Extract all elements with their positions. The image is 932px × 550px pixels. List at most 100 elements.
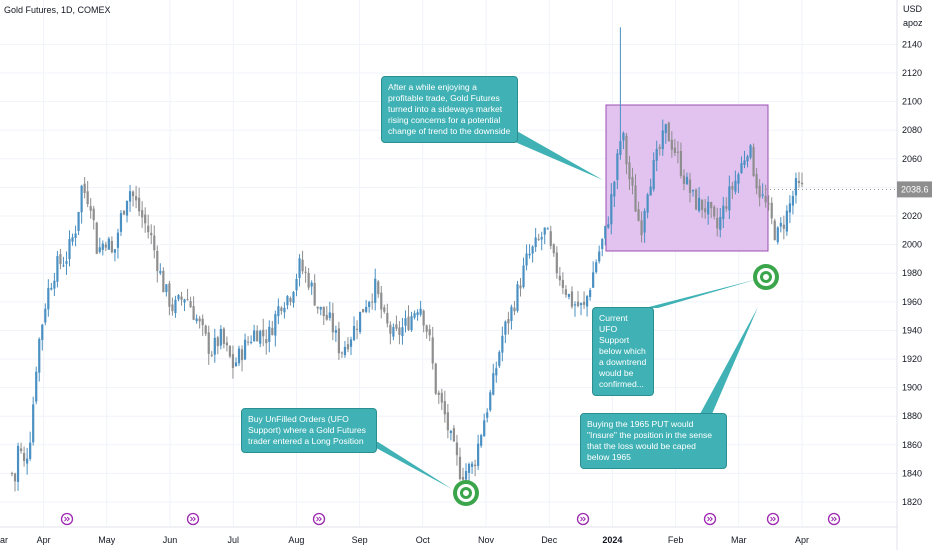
- callout-put: Buying the 1965 PUT would "Insure" the p…: [580, 413, 727, 469]
- candle-body: [322, 306, 325, 317]
- candle-body: [685, 176, 689, 185]
- y-tick-label: 2140: [902, 39, 922, 49]
- candle-body: [374, 278, 377, 303]
- candle-body: [198, 318, 201, 322]
- event-marker-glyph: [316, 516, 322, 522]
- y-tick-label: 1940: [902, 325, 922, 335]
- candle-body: [222, 328, 225, 344]
- candle-body: [731, 186, 734, 190]
- candle-body: [455, 442, 459, 456]
- candle-body: [752, 147, 755, 177]
- candle-body: [634, 185, 637, 212]
- candle-body: [192, 306, 195, 320]
- y-tick-label: 1980: [902, 268, 922, 278]
- candle-body: [138, 197, 141, 212]
- candle-body: [352, 326, 356, 341]
- candle-body: [216, 337, 219, 347]
- candle-body: [486, 412, 489, 418]
- x-tick-label: ar: [0, 535, 8, 545]
- candle-body: [625, 135, 628, 165]
- pointer-ufo-buy: [365, 442, 452, 489]
- y-tick-label: 2020: [902, 211, 922, 221]
- candle-body: [207, 332, 210, 354]
- candle-body: [619, 141, 622, 155]
- pointer-top-callout: [515, 130, 603, 180]
- candle-body: [776, 227, 779, 243]
- candle-body: [141, 210, 144, 218]
- candle-body: [770, 202, 773, 219]
- candle-body: [704, 208, 707, 213]
- candle-body: [104, 244, 107, 248]
- candle-body: [664, 124, 667, 134]
- candle-body: [710, 202, 713, 209]
- candle-body: [510, 306, 513, 321]
- x-tick-label: Dec: [541, 535, 558, 545]
- candle-body: [183, 299, 186, 303]
- candle-body: [195, 318, 198, 322]
- candle-body: [29, 442, 32, 459]
- pointer-current-ufo: [645, 279, 758, 308]
- candle-body: [516, 284, 519, 311]
- candle-body: [552, 244, 555, 254]
- candle-body: [661, 130, 664, 150]
- candle-body: [10, 473, 14, 475]
- x-tick-label: Jun: [163, 535, 178, 545]
- candle-body: [95, 222, 98, 254]
- candle-body: [431, 337, 434, 364]
- candle-body: [101, 243, 104, 250]
- candle-body: [764, 195, 767, 203]
- candle-body: [707, 201, 710, 215]
- candle-body: [340, 352, 344, 354]
- candle-body: [682, 175, 686, 184]
- candle-body: [219, 328, 222, 346]
- candle-body: [595, 262, 598, 273]
- candle-body: [607, 224, 610, 228]
- candle-body: [477, 443, 480, 466]
- candle-body: [691, 190, 695, 192]
- x-tick-label: Feb: [668, 535, 684, 545]
- candle-body: [697, 197, 701, 211]
- candle-body: [271, 327, 274, 335]
- candle-body: [186, 299, 189, 301]
- x-tick-label: May: [98, 535, 116, 545]
- candle-body: [19, 448, 23, 452]
- candle-body: [295, 278, 298, 291]
- candle-body: [564, 289, 568, 295]
- candle-body: [234, 362, 238, 366]
- candle-body: [237, 348, 241, 364]
- chart-title: Gold Futures, 1D, COMEX: [4, 5, 111, 15]
- candle-body: [522, 265, 525, 288]
- candle-body: [616, 153, 619, 181]
- candle-body: [265, 339, 268, 344]
- x-tick-label: Sep: [352, 535, 368, 545]
- event-marker-glyph: [770, 516, 776, 522]
- candle-body: [210, 354, 213, 356]
- event-marker-glyph: [831, 516, 837, 522]
- candle-body: [213, 337, 216, 355]
- y-axis[interactable]: 1820 1840 1860 1880 1900 1920 1940 1960 1980 2000…: [902, 39, 922, 507]
- candle-body: [401, 327, 404, 337]
- candle-body: [579, 303, 583, 306]
- candle-body: [743, 160, 746, 165]
- candle-body: [131, 191, 135, 197]
- candle-body: [71, 237, 74, 242]
- x-tick-label: Oct: [416, 535, 431, 545]
- candle-body: [519, 285, 522, 289]
- x-axis[interactable]: ar Apr May Jun Jul Aug Sep Oct Nov Dec 2024 Feb Mar A…: [0, 535, 809, 545]
- candle-body: [676, 151, 680, 153]
- candle-body: [246, 341, 250, 343]
- candle-body: [582, 301, 586, 305]
- candle-body: [788, 203, 791, 213]
- candle-body: [53, 280, 56, 289]
- candle-body: [325, 314, 328, 320]
- candle-body: [80, 185, 83, 213]
- candle-body: [419, 308, 422, 315]
- candle-body: [440, 392, 443, 403]
- candle-body: [622, 133, 625, 141]
- currency-label[interactable]: USD: [903, 4, 923, 14]
- candle-body: [180, 296, 183, 300]
- event-marker-glyph: [707, 516, 713, 522]
- candle-body: [44, 308, 47, 323]
- candle-body: [74, 233, 77, 238]
- candle-body: [437, 392, 440, 395]
